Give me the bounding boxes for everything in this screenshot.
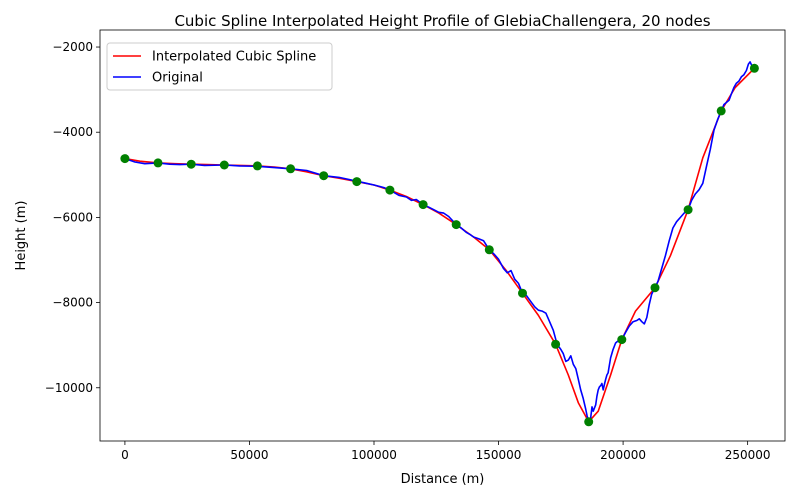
node-point — [484, 245, 494, 255]
x-axis-label: Distance (m) — [401, 472, 485, 487]
legend-box — [106, 42, 333, 91]
node-point — [518, 288, 527, 298]
y-axis: −10000 −8000 −6000 −4000 −2000 — [45, 40, 100, 395]
node-point — [451, 220, 461, 230]
x-axis: 0 50000 100000 150000 200000 250000 — [121, 441, 771, 462]
node-point — [319, 171, 329, 181]
x-tick-label: 250000 — [725, 448, 771, 462]
y-tick-label: −8000 — [52, 296, 93, 310]
node-point — [650, 283, 660, 293]
node-point — [683, 205, 693, 215]
plot-content — [120, 61, 759, 427]
node-point — [617, 335, 627, 345]
legend: Interpolated Cubic Spline Original — [106, 42, 333, 91]
node-point — [584, 417, 594, 427]
x-tick-label: 150000 — [476, 448, 522, 462]
legend-label-spline: Interpolated Cubic Spline — [152, 50, 316, 65]
node-point — [252, 161, 262, 171]
y-tick-label: −6000 — [52, 210, 93, 224]
x-tick-label: 0 — [121, 448, 129, 462]
plot-frame — [99, 29, 786, 442]
node-point — [120, 154, 130, 164]
node-point — [716, 106, 726, 116]
series-line-original — [124, 61, 756, 423]
y-axis-label: Height (m) — [14, 201, 29, 271]
node-point — [186, 159, 196, 169]
x-tick-label: 200000 — [600, 448, 646, 462]
x-tick-label: 100000 — [351, 448, 397, 462]
node-point — [286, 164, 296, 174]
y-tick-label: −2000 — [52, 40, 93, 54]
y-tick-label: −10000 — [45, 381, 93, 395]
node-point — [749, 63, 759, 73]
node-point — [219, 160, 229, 170]
x-tick-label: 50000 — [230, 448, 268, 462]
node-point — [418, 200, 428, 210]
node-point — [153, 158, 163, 168]
chart-title: Cubic Spline Interpolated Height Profile… — [174, 12, 710, 30]
y-tick-label: −4000 — [52, 125, 93, 139]
node-point — [551, 339, 561, 349]
node-point — [385, 185, 395, 195]
node-point — [352, 177, 362, 187]
legend-label-original: Original — [152, 71, 203, 86]
plot-area — [100, 30, 785, 441]
